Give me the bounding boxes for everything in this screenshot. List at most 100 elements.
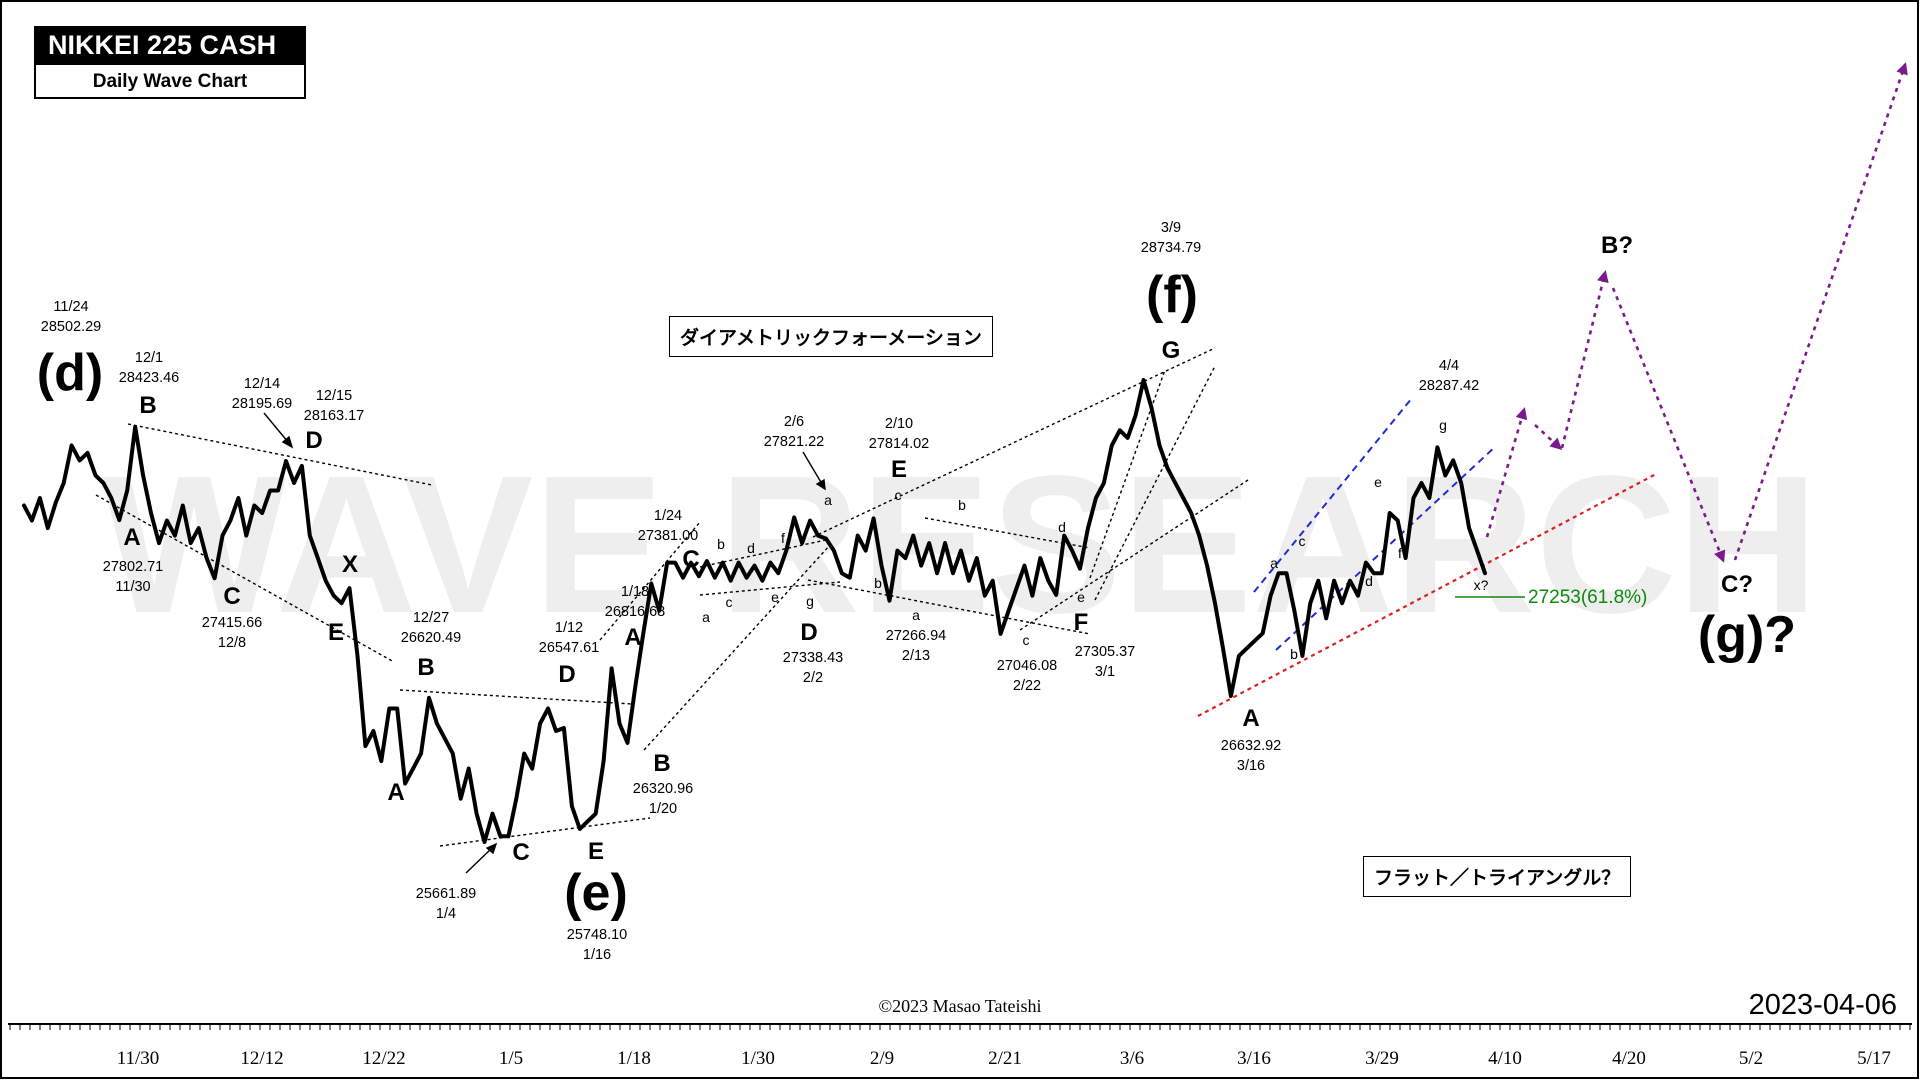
subwave-a-4: a [1270,555,1278,571]
subwave-a-1: a [702,609,710,625]
annot-date-12-27: 12/27 [413,610,449,626]
chart-title: NIKKEI 225 CASH [36,28,304,65]
subwave-c-2: c [895,487,902,503]
pointer-12-14-head [281,435,294,449]
annot-date-1-18: 1/18 [621,584,649,600]
wave-label-c-3: C [682,546,699,573]
annot-value-11-24: 28502.29 [41,319,101,335]
subwave-x-4: x? [1474,577,1489,593]
annot-date-2-10: 2/10 [885,416,913,432]
annot-date-1-24: 1/24 [654,508,682,524]
annot-date-2-22: 2/22 [1013,678,1041,694]
subwave-g-4: g [1439,417,1447,433]
pointer-12-14 [263,412,289,443]
x-tick-label: 3/29 [1365,1048,1399,1069]
wave-label-g-1: G [1162,337,1181,364]
wave-label-b-1: B [139,392,156,419]
wave-label-a-3: A [624,624,641,651]
price-annotations: 11/24 28502.29 12/1 28423.46 12/14 28195… [41,220,1479,963]
trendline-upper-e [399,689,633,705]
price-series-line [22,378,1487,844]
wave-label-d: (d) [37,344,103,402]
subwave-f-4: f [1398,545,1402,561]
annot-value-12-27: 26620.49 [401,630,461,646]
trendline-lower-d [95,494,395,663]
flat-triangle-label: フラット／トライアングル？ [1363,856,1632,897]
subwave-d-3: d [1058,519,1066,535]
wave-label-c-projected: C? [1721,571,1753,598]
annot-date-12-14: 12/14 [244,376,280,392]
wave-label-e-1: E [328,619,344,646]
trendline-lower-e [439,817,651,847]
wave-label-a-2: A [387,779,404,806]
trendline-f-upper [812,347,1216,538]
annot-date-1-16: 1/16 [583,947,611,963]
annot-value-1-18: 26816.68 [605,604,665,620]
wave-label-a-4: A [1242,705,1259,732]
projection-arrow-3 [1560,270,1609,449]
trendline-g-left [1089,369,1166,579]
fib-level-label: 27253(61.8%) [1528,587,1647,608]
annot-value-2-13: 27266.94 [886,628,946,644]
subwave-c-1: c [726,594,733,610]
annot-date-11-24: 11/24 [53,299,88,315]
annot-value-2-2: 27338.43 [783,650,843,666]
wave-label-g: (g)? [1698,606,1796,664]
annot-date-3-16: 3/16 [1237,758,1265,774]
subwave-a-3: a [912,607,920,623]
x-tick-label: 4/20 [1612,1048,1646,1069]
x-axis-ticks [9,1024,1911,1030]
x-tick-label: 1/18 [617,1048,651,1069]
watermark: WAVE RESEARCH [101,435,1818,654]
annot-value-12-14: 28195.69 [232,396,292,412]
wave-label-c-2: C [512,839,529,866]
annot-value-1-4: 25661.89 [416,886,476,902]
annot-value-11-30: 27802.71 [103,559,163,575]
wave-label-d-2: D [558,661,575,688]
annot-date-4-4: 4/4 [1439,358,1459,374]
x-tick-label: 3/16 [1237,1048,1271,1069]
wave-label-e-2: E [588,838,604,865]
wave-labels: B A C D X E A B C D E A B C D E F G A B?… [123,232,1753,866]
projection-arrow-4 [1611,287,1726,563]
wave-label-d-1: D [305,427,322,454]
title-box: NIKKEI 225 CASH Daily Wave Chart [34,26,306,99]
annot-value-3-16: 26632.92 [1221,738,1281,754]
annot-date-12-15: 12/15 [316,388,352,404]
pointer-2-6-head [815,478,826,491]
subwave-b-4: b [1290,646,1298,662]
trendline-e-a [599,521,701,641]
annot-date-11-30: 11/30 [115,579,150,595]
x-tick-label: 5/17 [1857,1048,1891,1069]
wave-label-b-2: B [417,654,434,681]
x-tick-label: 2/9 [870,1048,894,1069]
subwave-e-1: e [771,589,779,605]
wave-label-a-1: A [123,524,140,551]
annot-date-3-1: 3/1 [1095,664,1115,680]
x-tick-label: 11/30 [117,1048,160,1069]
annot-value-1-20: 26320.96 [633,781,693,797]
pointer-1-4-head [485,842,498,855]
x-tick-label: 1/30 [741,1048,775,1069]
annot-value-2-6: 27821.22 [764,434,824,450]
blue-channel-upper [1253,397,1413,593]
projection-arrows [1485,62,1908,563]
red-support-line [1197,473,1657,717]
annot-date-3-9: 3/9 [1161,220,1181,236]
wave-label-x: X [342,551,358,578]
annot-value-1-12: 26547.61 [539,640,599,656]
chart-subtitle: Daily Wave Chart [92,71,248,92]
annot-date-2-6: 2/6 [784,414,804,430]
annot-value-1-24: 27381.00 [638,528,698,544]
x-tick-label: 1/5 [499,1048,523,1069]
wave-label-c-1: C [223,583,240,610]
subwave-e-4: e [1374,474,1382,490]
wave-label-f-1: F [1074,609,1089,636]
annot-value-1-16: 25748.10 [567,927,627,943]
subwave-c-3: c [1023,632,1030,648]
annot-date-2-2: 2/2 [803,670,823,686]
annot-value-12-8: 27415.66 [202,615,262,631]
annot-value-12-15: 28163.17 [304,408,364,424]
subwave-b-1: b [717,536,725,552]
